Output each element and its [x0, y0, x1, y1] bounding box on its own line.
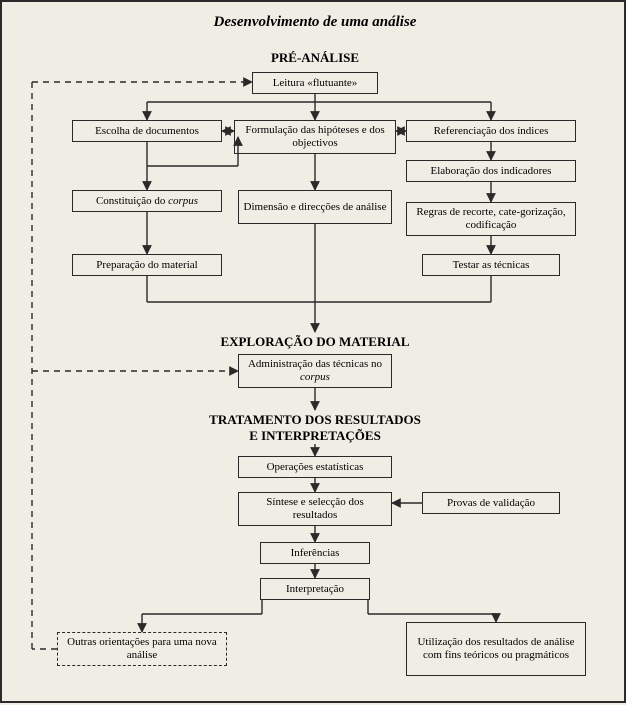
node-operacoes: Operações estatísticas — [238, 456, 392, 478]
heading-exploracao: EXPLORAÇÃO DO MATERIAL — [200, 334, 430, 350]
flowchart-canvas: Desenvolvimento de uma análise PRÉ-ANÁLI… — [0, 0, 626, 703]
node-leitura: Leitura «flutuante» — [252, 72, 378, 94]
node-constituicao: Constituição do corpus — [72, 190, 222, 212]
node-administracao-italic: corpus — [300, 371, 330, 383]
node-constituicao-text: Constituição do — [96, 195, 168, 207]
node-referenciacao: Referenciação dos índices — [406, 120, 576, 142]
node-preparacao: Preparação do material — [72, 254, 222, 276]
node-elaboracao: Elaboração dos indicadores — [406, 160, 576, 182]
node-testar: Testar as técnicas — [422, 254, 560, 276]
node-administracao-text: Administração das técnicas no — [248, 358, 382, 370]
node-sintese: Síntese e selecção dos resultados — [238, 492, 392, 526]
node-formulacao: Formulação das hipóteses e dos objectivo… — [234, 120, 396, 154]
heading-tratamento-2: E INTERPRETAÇÕES — [222, 428, 408, 444]
node-outras: Outras orientações para uma nova análise — [57, 632, 227, 666]
node-provas: Provas de validação — [422, 492, 560, 514]
node-dimensao: Dimensão e direcções de análise — [238, 190, 392, 224]
node-utilizacao: Utilização dos resultados de análise com… — [406, 622, 586, 676]
node-constituicao-italic: corpus — [168, 195, 198, 207]
node-interpretacao: Interpretação — [260, 578, 370, 600]
node-escolha: Escolha de documentos — [72, 120, 222, 142]
node-inferencias: Inferências — [260, 542, 370, 564]
node-regras: Regras de recorte, cate-gorização, codif… — [406, 202, 576, 236]
diagram-title: Desenvolvimento de uma análise — [182, 14, 448, 31]
heading-pre-analise: PRÉ-ANÁLISE — [252, 50, 378, 66]
node-administracao: Administração das técnicas no corpus — [238, 354, 392, 388]
heading-tratamento-1: TRATAMENTO DOS RESULTADOS — [177, 412, 453, 428]
